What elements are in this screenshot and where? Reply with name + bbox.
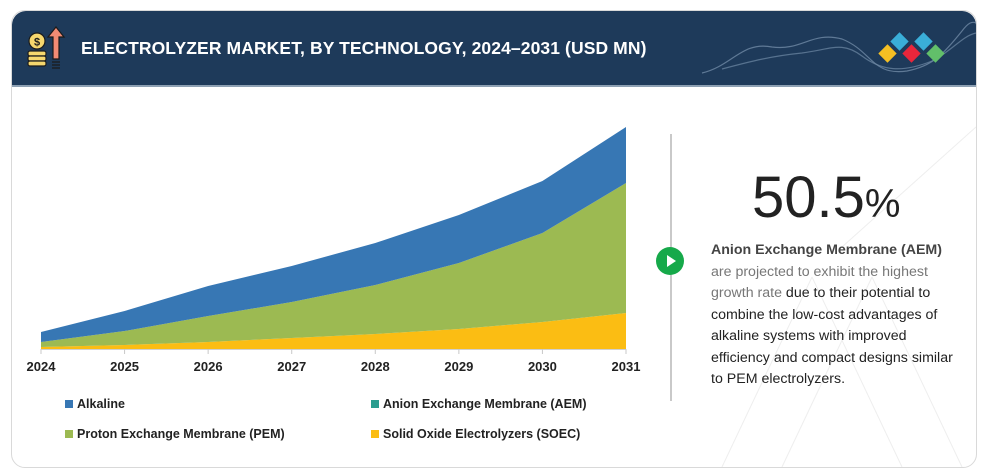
insight-highlight: Anion Exchange Membrane (AEM): [711, 242, 942, 258]
growth-stat-value: 50.5: [752, 165, 865, 230]
stacked-area-chart: 2024 2025 2026 2027 2028 2029 2030 2031: [27, 127, 641, 374]
play-icon[interactable]: [656, 247, 684, 275]
legend-item-aem: Anion Exchange Membrane (AEM): [371, 397, 587, 411]
legend-label-alkaline: Alkaline: [77, 397, 125, 411]
svg-text:$: $: [34, 37, 40, 49]
header-bar: $ ELECTROLYZER MARKET, BY TECHNOLOGY, 20…: [12, 11, 976, 87]
legend-label-soec: Solid Oxide Electrolyzers (SOEC): [383, 427, 581, 441]
background-decoration: [721, 126, 976, 467]
x-tick-label: 2025: [110, 359, 139, 374]
area-solid-oxide-electrolyzers-soec: [41, 313, 626, 349]
x-tick-label: 2027: [277, 359, 306, 374]
x-tick-label: 2026: [194, 359, 223, 374]
growth-stat: 50.5%: [752, 164, 900, 231]
brand-diamonds-logo: [701, 21, 976, 74]
x-tick-label: 2031: [612, 359, 641, 374]
area-proton-exchange-membrane-pem: [41, 183, 626, 347]
legend-swatch-soec: [371, 430, 379, 438]
legend-swatch-alkaline: [65, 400, 73, 408]
legend-label-aem: Anion Exchange Membrane (AEM): [383, 397, 587, 411]
legend-item-soec: Solid Oxide Electrolyzers (SOEC): [371, 427, 580, 441]
growth-stat-unit: %: [864, 182, 901, 226]
legend-swatch-pem: [65, 430, 73, 438]
insight-highlight-2: are projected to exhibit the highest gro…: [711, 263, 928, 302]
x-tick-label: 2028: [361, 359, 390, 374]
legend-item-alkaline: Alkaline: [65, 397, 125, 411]
x-tick-label: 2030: [528, 359, 557, 374]
x-tick-label: 2029: [444, 359, 473, 374]
area-alkaline: [41, 127, 626, 342]
infographic-card: $ ELECTROLYZER MARKET, BY TECHNOLOGY, 20…: [11, 10, 977, 468]
legend-item-pem: Proton Exchange Membrane (PEM): [65, 427, 285, 441]
legend-label-pem: Proton Exchange Membrane (PEM): [77, 427, 285, 441]
money-growth-icon: $: [27, 26, 66, 69]
x-tick-label: 2024: [27, 359, 57, 374]
insight-rest: due to their potential to combine the lo…: [711, 285, 953, 387]
chart-title: ELECTROLYZER MARKET, BY TECHNOLOGY, 2024…: [81, 38, 647, 58]
legend-swatch-aem: [371, 400, 379, 408]
insight-text: Anion Exchange Membrane (AEM) are projec…: [711, 240, 961, 391]
